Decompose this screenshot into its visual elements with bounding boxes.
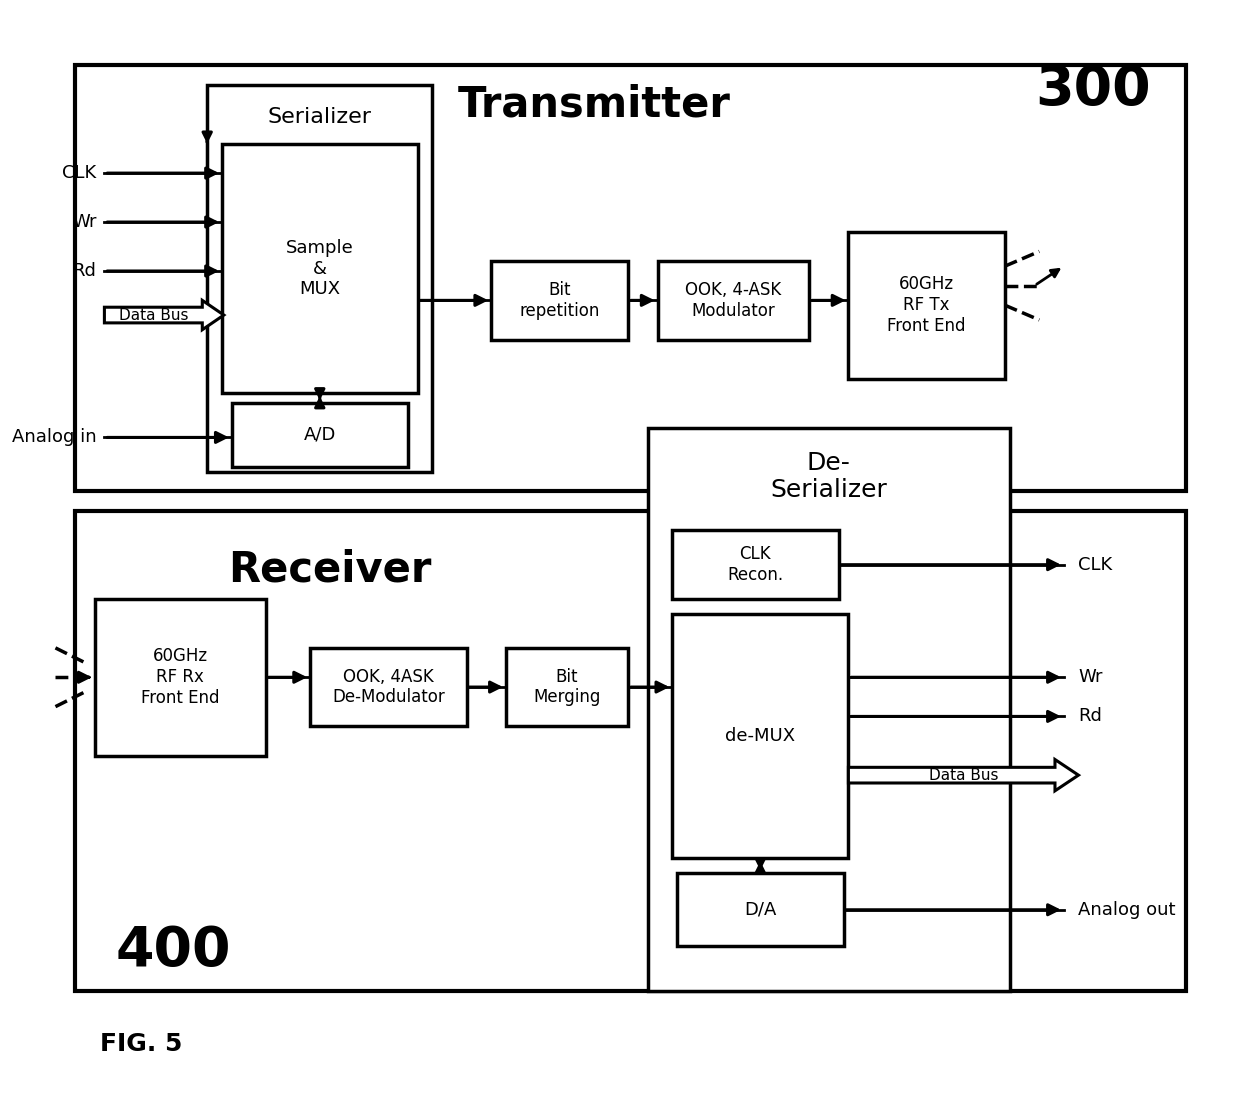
- Text: Sample
&
MUX: Sample & MUX: [286, 239, 353, 298]
- Bar: [222, 144, 418, 394]
- Bar: [232, 404, 408, 466]
- Bar: [848, 232, 1006, 378]
- Bar: [672, 530, 838, 598]
- Text: Bit
repetition: Bit repetition: [520, 280, 600, 320]
- Polygon shape: [848, 759, 1079, 791]
- Text: A/D: A/D: [304, 426, 336, 444]
- Text: FIG. 5: FIG. 5: [99, 1033, 182, 1056]
- Text: Bit
Merging: Bit Merging: [533, 668, 600, 706]
- Text: Wr: Wr: [1079, 669, 1102, 686]
- Text: Rd: Rd: [73, 262, 97, 280]
- Bar: [672, 614, 848, 858]
- Text: Analog out: Analog out: [1079, 901, 1176, 918]
- Text: OOK, 4ASK
De-Modulator: OOK, 4ASK De-Modulator: [332, 668, 445, 706]
- Bar: [677, 873, 843, 946]
- Bar: [491, 261, 629, 340]
- Polygon shape: [104, 300, 224, 330]
- Text: De-
Serializer: De- Serializer: [770, 451, 888, 503]
- Text: Analog in: Analog in: [12, 428, 97, 447]
- Text: Wr: Wr: [72, 213, 97, 231]
- Bar: [506, 648, 629, 726]
- Text: Serializer: Serializer: [268, 108, 372, 128]
- Text: Transmitter: Transmitter: [458, 84, 730, 125]
- Text: D/A: D/A: [744, 901, 776, 918]
- Bar: [76, 510, 1187, 990]
- Text: OOK, 4-ASK
Modulator: OOK, 4-ASK Modulator: [686, 280, 781, 320]
- Text: Data Bus: Data Bus: [119, 308, 188, 322]
- Text: CLK
Recon.: CLK Recon.: [728, 546, 784, 584]
- Text: CLK: CLK: [1079, 556, 1112, 574]
- Text: de-MUX: de-MUX: [725, 727, 795, 745]
- Text: 60GHz
RF Tx
Front End: 60GHz RF Tx Front End: [888, 275, 966, 336]
- Bar: [94, 598, 265, 756]
- Text: Rd: Rd: [1079, 707, 1102, 725]
- Bar: [207, 85, 433, 472]
- Text: 400: 400: [115, 924, 231, 978]
- Bar: [647, 428, 1009, 990]
- Text: 300: 300: [1035, 63, 1151, 117]
- Bar: [76, 65, 1187, 492]
- Bar: [657, 261, 810, 340]
- Text: Receiver: Receiver: [228, 549, 432, 591]
- Text: CLK: CLK: [62, 164, 97, 183]
- Text: Data Bus: Data Bus: [929, 768, 998, 783]
- Bar: [310, 648, 466, 726]
- Text: 60GHz
RF Rx
Front End: 60GHz RF Rx Front End: [141, 648, 219, 707]
